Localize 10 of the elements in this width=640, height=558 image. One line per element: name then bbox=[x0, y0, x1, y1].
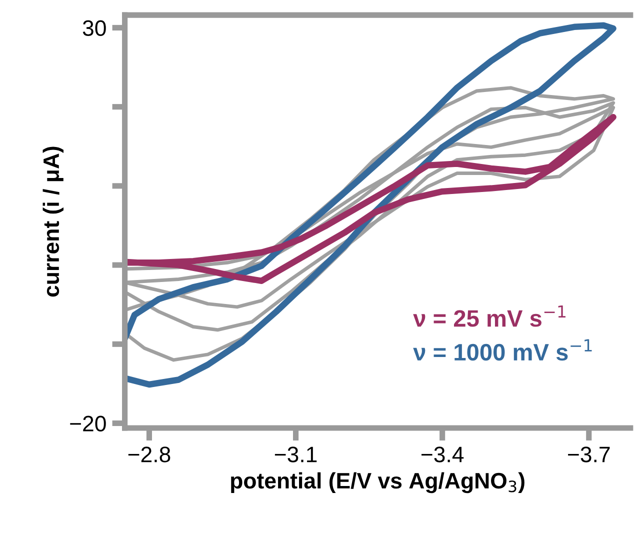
y-axis-title: current (i / μA) bbox=[42, 146, 64, 297]
x-tick-label: −3.1 bbox=[274, 446, 317, 462]
text: ν = 25 mV s$^{−1}$ bbox=[413, 305, 566, 327]
x-tick-label: −2.8 bbox=[128, 446, 170, 462]
x-axis-title: potential (E/V vs Ag/AgNO$_{3}$) bbox=[231, 472, 524, 494]
y-tick-label: −20 bbox=[70, 416, 106, 432]
text: ν = 1000 mV s$^{−1}$ bbox=[413, 339, 592, 361]
x-tick-label: −3.4 bbox=[421, 446, 464, 462]
y-tick-label: 30 bbox=[82, 20, 106, 36]
x-tick-label: −3.7 bbox=[568, 446, 610, 462]
